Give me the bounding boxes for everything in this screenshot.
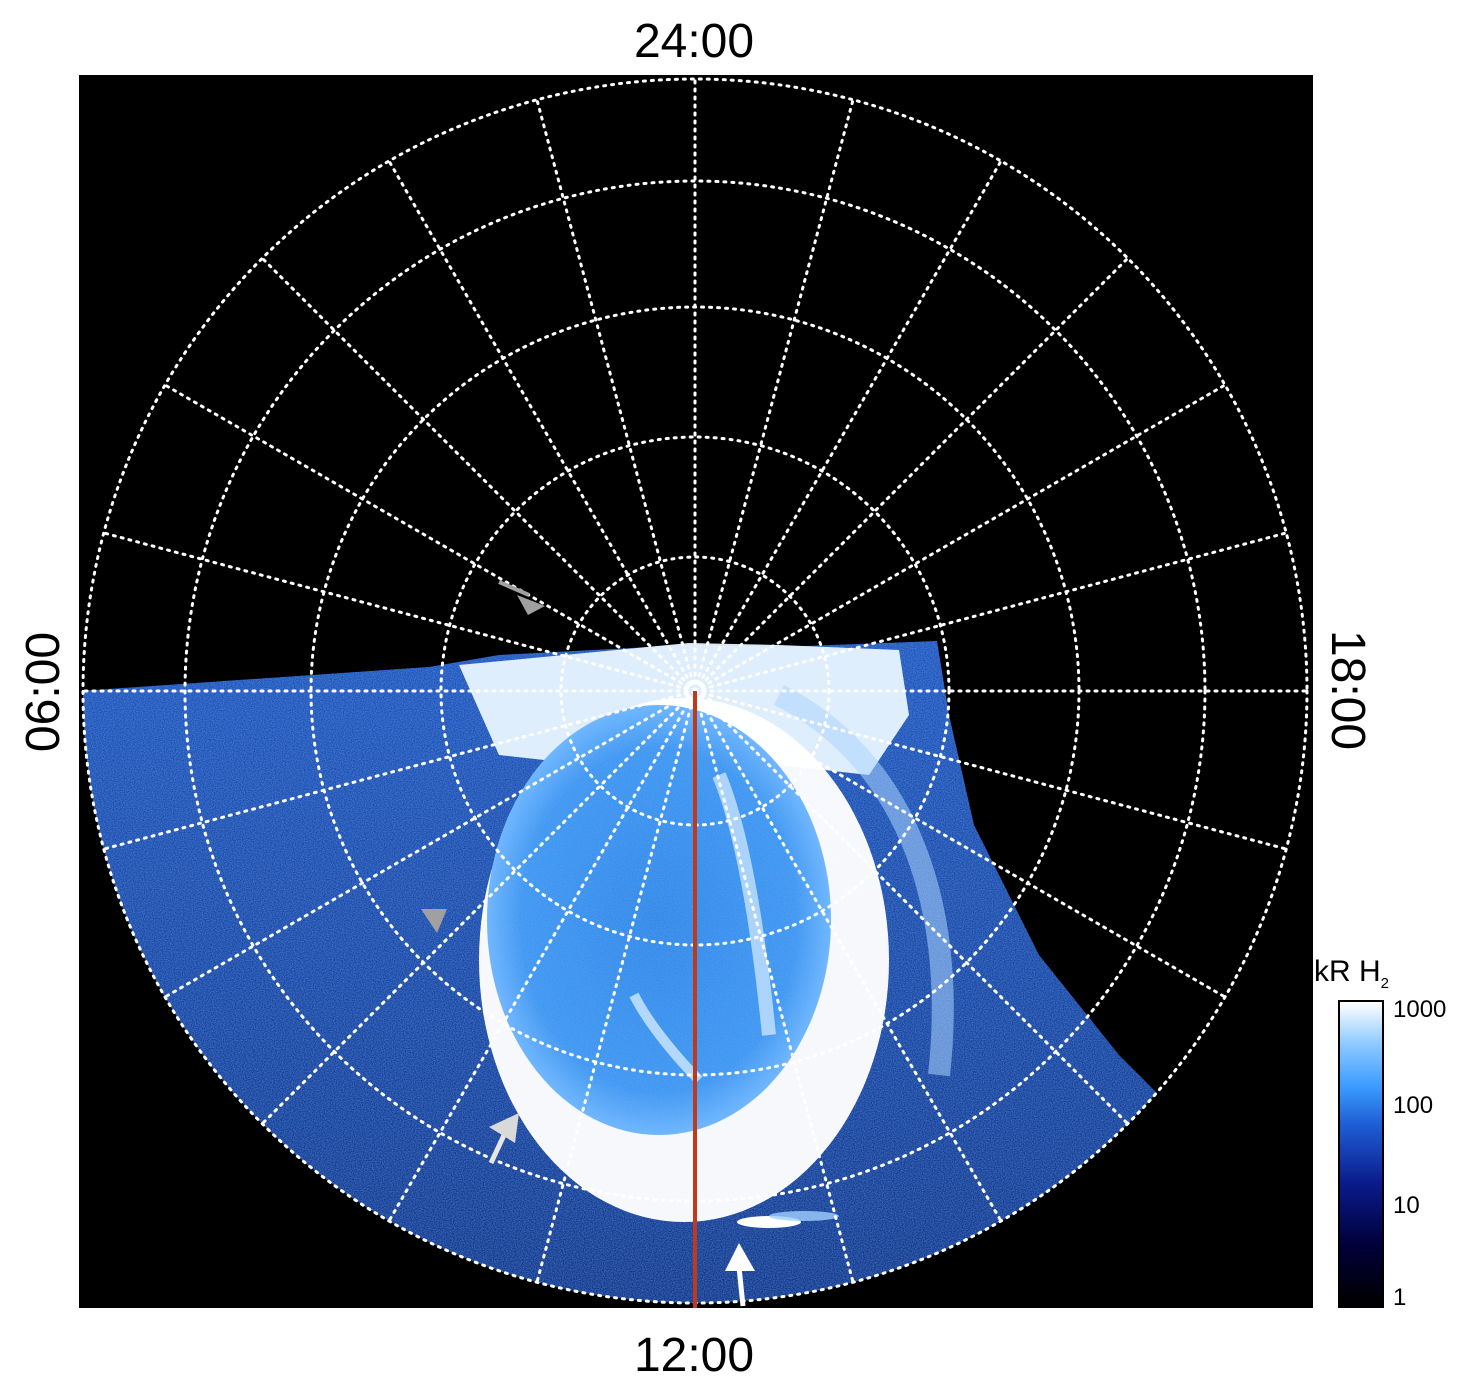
arrow-gray-upper: [498, 580, 545, 615]
label-dusk: 18:00: [1321, 629, 1374, 751]
colorbar-title: kR H2: [1314, 955, 1390, 992]
colorbar-tick-100: 100: [1393, 1092, 1434, 1119]
auroral-projection-svg: [81, 77, 1309, 1308]
colorbar-gradient: [1338, 1000, 1384, 1308]
colorbar: [1336, 1000, 1386, 1311]
arrow-gray-middle: [421, 909, 447, 933]
cusp-tail: [769, 1211, 839, 1221]
colorbar-tick-1: 1: [1393, 1284, 1407, 1311]
label-midnight: 24:00: [633, 15, 755, 68]
polar-auroral-image: [79, 75, 1313, 1308]
arrow-gray-lower: [488, 1113, 519, 1165]
main-auroral-oval: [479, 685, 954, 1222]
arrow-white-noon: [725, 1243, 755, 1307]
colorbar-tick-1000: 1000: [1393, 996, 1447, 1023]
label-dawn: 06:00: [17, 631, 70, 753]
label-noon: 12:00: [633, 1329, 755, 1382]
colorbar-tick-10: 10: [1393, 1192, 1420, 1219]
